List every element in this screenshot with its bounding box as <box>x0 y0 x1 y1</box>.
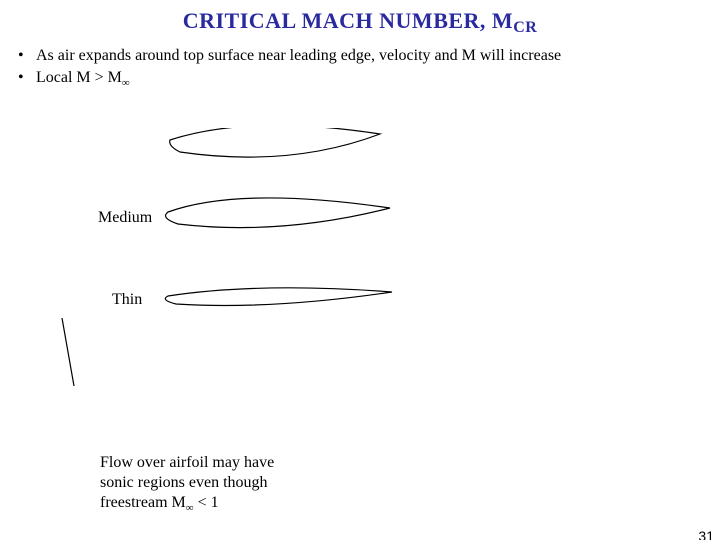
title-subscript: CR <box>513 19 537 36</box>
bullet-subscript: ∞ <box>122 77 130 89</box>
caption-line3a: freestream M <box>100 494 186 511</box>
page-number: 31 <box>698 528 714 540</box>
bullet-list: As air expands around top surface near l… <box>18 47 720 89</box>
tick-line <box>62 318 74 386</box>
caption-line3-sub: ∞ <box>186 502 194 514</box>
caption-line2: sonic regions even though <box>100 474 268 491</box>
airfoil-diagram: Medium Thin <box>60 128 420 388</box>
slide-title: CRITICAL MACH NUMBER, MCR <box>0 8 720 37</box>
caption-line1: Flow over airfoil may have <box>100 454 274 471</box>
title-main: CRITICAL MACH NUMBER, M <box>183 8 514 33</box>
airfoil-label-thin: Thin <box>112 291 142 308</box>
caption-block: Flow over airfoil may have sonic regions… <box>100 453 380 516</box>
airfoil-label-medium: Medium <box>98 209 153 226</box>
airfoil-thin: Thin <box>112 288 392 308</box>
bullet-item: Local M > M∞ <box>18 69 720 89</box>
bullet-item: As air expands around top surface near l… <box>18 47 720 65</box>
airfoil-thick <box>170 128 380 157</box>
bullet-text: As air expands around top surface near l… <box>36 47 561 64</box>
caption-line3b: < 1 <box>194 494 219 511</box>
bullet-text: Local M > M <box>36 69 122 86</box>
airfoil-medium: Medium <box>98 198 390 228</box>
